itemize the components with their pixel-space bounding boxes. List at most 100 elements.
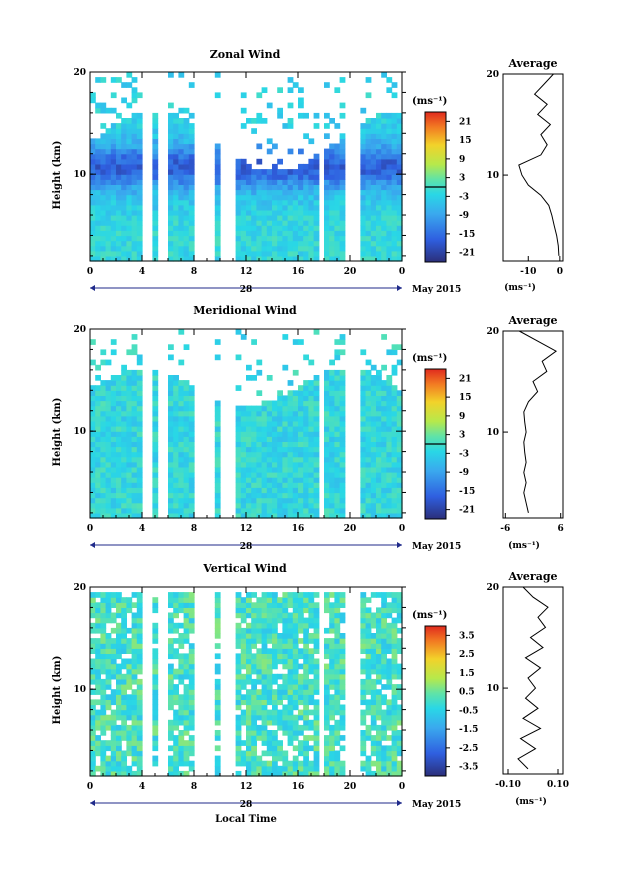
heatmap-cell	[178, 760, 185, 767]
heatmap-cell	[136, 689, 143, 695]
heatmap-cell	[95, 719, 101, 726]
heatmap-cell	[370, 622, 377, 629]
heatmap-cell	[116, 456, 122, 463]
heatmap-cell	[292, 724, 299, 731]
heatmap-cell	[251, 668, 257, 675]
heatmap-cell	[298, 194, 304, 201]
heatmap-cell	[178, 420, 185, 427]
heatmap-cell	[95, 400, 101, 407]
heatmap-cell	[272, 622, 278, 629]
heatmap-cell	[272, 240, 278, 247]
heatmap-cell	[110, 735, 117, 741]
heatmap-cell	[313, 245, 320, 252]
heatmap-cell	[240, 158, 247, 165]
heatmap-cell	[168, 678, 174, 685]
heatmap-cell	[168, 153, 174, 160]
heatmap-cell	[100, 436, 107, 442]
heatmap-cell	[116, 395, 122, 402]
heatmap-cell	[360, 240, 367, 247]
heatmap-cell	[334, 477, 341, 483]
heatmap-cell	[100, 492, 107, 499]
heatmap-cell	[105, 148, 112, 155]
heatmap-cell	[188, 653, 195, 660]
heatmap-cell	[376, 194, 382, 201]
heatmap-cell	[298, 184, 304, 191]
x-tick-label: 4	[139, 782, 145, 792]
heatmap-cell	[168, 415, 174, 422]
heatmap-cell	[105, 502, 112, 509]
heatmap-cell	[339, 704, 346, 711]
heatmap-cell	[116, 390, 122, 396]
heatmap-cell	[303, 633, 309, 639]
heatmap-cell	[178, 359, 185, 366]
heatmap-cell	[391, 745, 398, 752]
heatmap-cell	[360, 472, 367, 478]
heatmap-cell	[360, 426, 367, 432]
heatmap-cell	[376, 189, 382, 196]
heatmap-cell	[272, 143, 278, 150]
heatmap-cell	[298, 730, 304, 736]
heatmap-cell	[178, 602, 185, 608]
heatmap-cell	[376, 400, 382, 407]
heatmap-cell	[376, 133, 382, 139]
heatmap-cell	[298, 477, 304, 483]
heatmap-cell	[131, 235, 138, 242]
heatmap-cell	[121, 169, 127, 175]
heatmap-cell	[90, 225, 96, 231]
heatmap-cell	[339, 770, 346, 777]
heatmap-cell	[116, 400, 122, 407]
heatmap-cell	[240, 410, 247, 417]
heatmap-cell	[178, 456, 185, 463]
heatmap-cell	[126, 472, 133, 478]
heatmap-cell	[90, 724, 96, 731]
heatmap-cell	[381, 240, 387, 247]
heatmap-cell	[261, 410, 268, 417]
heatmap-cell	[168, 230, 174, 237]
heatmap-cell	[396, 194, 403, 201]
heatmap-cell	[266, 400, 273, 407]
heatmap-cell	[308, 431, 315, 437]
heatmap-cell	[365, 220, 372, 226]
colorbar-tick-label: 9	[459, 412, 465, 422]
heatmap-cell	[235, 482, 242, 488]
heatmap-cell	[214, 230, 221, 237]
heatmap-cell	[105, 220, 112, 226]
heatmap-cell	[329, 730, 335, 736]
heatmap-cell	[308, 446, 315, 453]
heatmap-cell	[240, 497, 247, 504]
heatmap-cell	[121, 255, 127, 262]
heatmap-cell	[131, 349, 138, 356]
heatmap-cell	[178, 153, 185, 160]
heatmap-cell	[329, 436, 335, 442]
heatmap-cell	[360, 153, 367, 160]
heatmap-cell	[240, 189, 247, 196]
heatmap-cell	[261, 735, 268, 741]
heatmap-cell	[282, 658, 289, 665]
heatmap-cell	[261, 240, 268, 247]
heatmap-cell	[339, 719, 346, 726]
heatmap-cell	[313, 602, 320, 608]
heatmap-cell	[360, 658, 367, 665]
heatmap-cell	[324, 209, 330, 216]
heatmap-cell	[396, 643, 403, 649]
heatmap-cell	[376, 760, 382, 767]
heatmap-cell	[178, 163, 185, 170]
heatmap-cell	[360, 750, 367, 757]
heatmap-cell	[188, 400, 195, 407]
heatmap-cell	[105, 668, 112, 675]
heatmap-cell	[116, 648, 122, 654]
heatmap-cell	[261, 118, 268, 124]
heatmap-cell	[287, 740, 294, 746]
heatmap-cell	[381, 138, 387, 145]
heatmap-cell	[391, 174, 398, 180]
heatmap-cell	[121, 184, 127, 191]
heatmap-cell	[292, 694, 299, 700]
heatmap-cell	[105, 133, 112, 139]
heatmap-cell	[178, 497, 185, 504]
heatmap-cell	[178, 174, 185, 180]
heatmap-cell	[396, 143, 403, 150]
heatmap-cell	[313, 760, 320, 767]
heatmap-cell	[334, 189, 341, 196]
heatmap-cell	[178, 678, 185, 685]
heatmap-cell	[121, 174, 127, 180]
